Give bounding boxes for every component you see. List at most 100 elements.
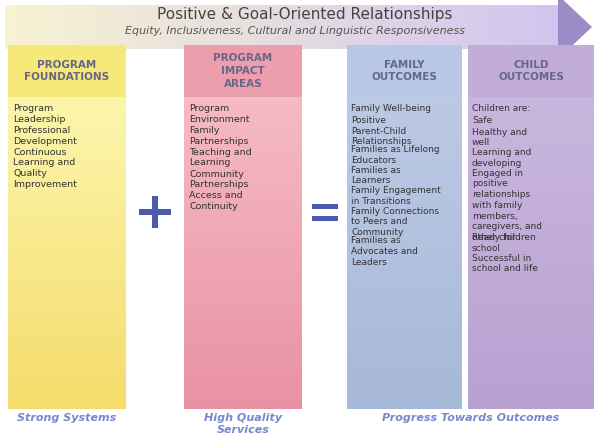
Bar xyxy=(347,73,462,74)
Bar xyxy=(184,95,302,96)
Bar xyxy=(448,5,453,49)
Bar xyxy=(184,86,302,90)
Bar xyxy=(347,64,462,65)
Bar xyxy=(8,309,126,313)
Bar xyxy=(121,5,127,49)
Bar xyxy=(184,83,302,84)
Bar xyxy=(8,84,126,85)
Bar xyxy=(347,209,462,213)
Bar xyxy=(184,47,302,48)
Bar xyxy=(347,70,462,71)
Bar xyxy=(8,72,126,77)
Bar xyxy=(468,300,594,304)
Text: Safe: Safe xyxy=(472,116,492,125)
Bar xyxy=(176,5,182,49)
Bar xyxy=(184,345,302,350)
Bar xyxy=(468,405,594,409)
Bar xyxy=(184,268,302,273)
Bar xyxy=(8,72,126,73)
Bar xyxy=(8,95,126,96)
Bar xyxy=(347,86,462,87)
Bar xyxy=(468,213,594,218)
Bar xyxy=(8,281,126,286)
Bar xyxy=(184,181,302,186)
Bar xyxy=(8,73,126,74)
Bar xyxy=(468,304,594,309)
Bar xyxy=(184,132,302,136)
Bar xyxy=(398,5,403,49)
Bar xyxy=(468,254,594,259)
Bar xyxy=(468,56,594,57)
Bar xyxy=(468,113,594,118)
Bar xyxy=(8,45,126,46)
Bar xyxy=(353,5,359,49)
Bar xyxy=(184,46,302,47)
Text: Children are:: Children are: xyxy=(472,104,530,113)
Bar xyxy=(468,69,594,70)
Text: PROGRAM
IMPACT
AREAS: PROGRAM IMPACT AREAS xyxy=(214,53,272,89)
Bar xyxy=(184,373,302,377)
Bar xyxy=(184,68,302,72)
Bar xyxy=(536,5,541,49)
Bar xyxy=(468,391,594,395)
Bar xyxy=(347,227,462,232)
Text: Families as
Learners: Families as Learners xyxy=(351,166,401,185)
Bar xyxy=(184,127,302,132)
Bar xyxy=(468,78,594,79)
Bar xyxy=(468,341,594,345)
Bar xyxy=(347,218,462,222)
Bar xyxy=(8,53,126,54)
Bar xyxy=(468,60,594,61)
Bar xyxy=(184,177,302,181)
Bar xyxy=(530,5,536,49)
Bar xyxy=(347,350,462,354)
Bar xyxy=(468,191,594,195)
Bar xyxy=(468,149,594,154)
Bar xyxy=(468,218,594,222)
Bar xyxy=(104,5,110,49)
Bar xyxy=(347,213,462,218)
Bar xyxy=(184,145,302,149)
Bar xyxy=(468,82,594,83)
Bar xyxy=(468,76,594,77)
Bar xyxy=(347,45,462,49)
Bar xyxy=(468,85,594,86)
Bar xyxy=(8,191,126,195)
Bar xyxy=(468,77,594,81)
Bar xyxy=(184,59,302,63)
Bar xyxy=(8,377,126,382)
Bar xyxy=(468,83,594,84)
Bar xyxy=(347,91,462,92)
Bar xyxy=(221,5,226,49)
Bar xyxy=(468,327,594,332)
Bar xyxy=(326,5,331,49)
Bar xyxy=(22,5,27,49)
Bar xyxy=(347,94,462,95)
Bar xyxy=(468,227,594,232)
Bar xyxy=(184,109,302,113)
Text: Positive
Parent-Child
Relationships: Positive Parent-Child Relationships xyxy=(351,116,412,146)
Text: Equity, Inclusiveness, Cultural and Linguistic Responsiveness: Equity, Inclusiveness, Cultural and Ling… xyxy=(125,26,465,36)
Bar xyxy=(184,61,302,62)
Bar xyxy=(132,5,138,49)
Bar xyxy=(468,168,594,173)
Bar xyxy=(248,5,254,49)
Bar xyxy=(82,5,88,49)
Bar xyxy=(347,309,462,313)
Bar xyxy=(184,149,302,154)
Bar xyxy=(8,236,126,241)
Bar xyxy=(8,80,126,81)
Bar xyxy=(468,241,594,245)
Bar xyxy=(8,118,126,122)
Bar xyxy=(347,354,462,359)
Bar xyxy=(468,50,594,51)
Bar xyxy=(347,69,462,70)
Bar xyxy=(8,63,126,64)
Bar xyxy=(347,236,462,241)
Bar xyxy=(468,177,594,181)
Bar xyxy=(184,186,302,191)
Bar xyxy=(184,332,302,336)
Bar xyxy=(468,64,594,65)
Bar xyxy=(468,386,594,391)
Bar xyxy=(468,68,594,72)
